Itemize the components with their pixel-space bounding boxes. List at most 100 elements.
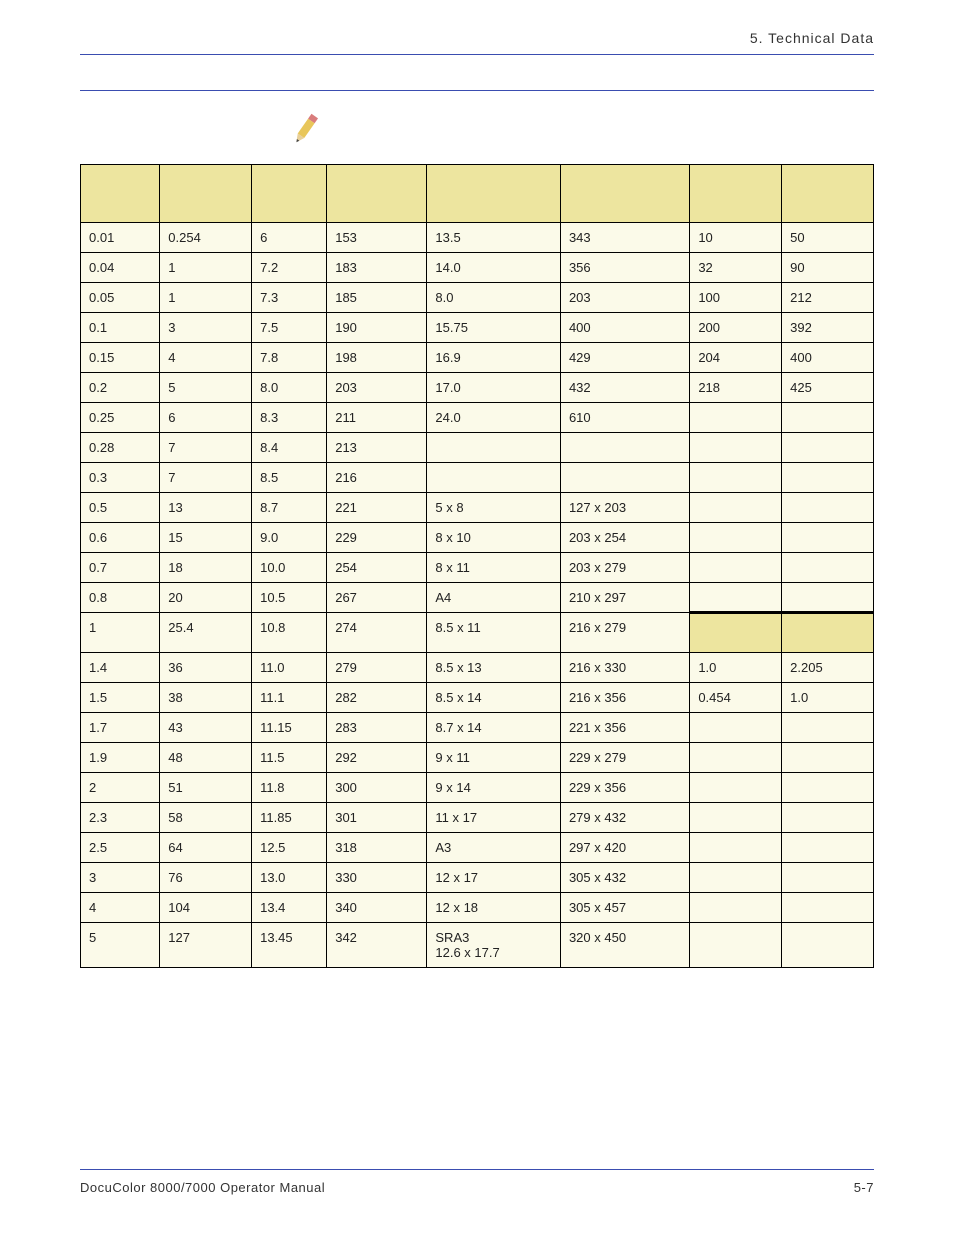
table-cell: [782, 923, 874, 968]
table-cell: 221 x 356: [560, 713, 689, 743]
manual-title: DocuColor 8000/7000 Operator Manual: [80, 1180, 325, 1195]
table-cell: 0.04: [81, 253, 160, 283]
table-cell: 2: [81, 773, 160, 803]
table-cell: 76: [160, 863, 252, 893]
page-footer: DocuColor 8000/7000 Operator Manual 5-7: [80, 1169, 874, 1195]
table-header-cell: [252, 165, 327, 223]
table-cell: 11.5: [252, 743, 327, 773]
table-cell: 279 x 432: [560, 803, 689, 833]
table-cell: 218: [690, 373, 782, 403]
table-cell: 204: [690, 343, 782, 373]
table-cell: 301: [327, 803, 427, 833]
table-cell: 211: [327, 403, 427, 433]
table-cell: 1.9: [81, 743, 160, 773]
table-cell: 342: [327, 923, 427, 968]
table-cell: [690, 803, 782, 833]
table-row: 0.5138.72215 x 8127 x 203: [81, 493, 874, 523]
table-row: 125.410.82748.5 x 11216 x 279: [81, 613, 874, 653]
table-cell: 1: [160, 253, 252, 283]
section-title: 5. Technical Data: [750, 30, 874, 46]
table-cell: 9 x 11: [427, 743, 561, 773]
table-cell: 15.75: [427, 313, 561, 343]
table-cell: 1: [81, 613, 160, 653]
table-cell: 48: [160, 743, 252, 773]
table-cell: 12 x 17: [427, 863, 561, 893]
table-cell: 279: [327, 653, 427, 683]
table-cell: [782, 403, 874, 433]
table-cell: [690, 773, 782, 803]
table-cell: [782, 613, 874, 653]
table-cell: 216 x 330: [560, 653, 689, 683]
table-row: 0.0417.218314.03563290: [81, 253, 874, 283]
table-cell: 0.25: [81, 403, 160, 433]
table-cell: 212: [782, 283, 874, 313]
table-cell: 610: [560, 403, 689, 433]
table-cell: 8.7: [252, 493, 327, 523]
table-cell: 5 x 8: [427, 493, 561, 523]
table-row: 0.71810.02548 x 11203 x 279: [81, 553, 874, 583]
table-cell: 24.0: [427, 403, 561, 433]
table-cell: SRA312.6 x 17.7: [427, 923, 561, 968]
table-header-cell: [560, 165, 689, 223]
conversion-table: 0.010.254615313.534310500.0417.218314.03…: [80, 164, 874, 968]
table-cell: [690, 433, 782, 463]
table-cell: 7.5: [252, 313, 327, 343]
table-cell: 11.85: [252, 803, 327, 833]
table-cell: [690, 493, 782, 523]
table-cell: 153: [327, 223, 427, 253]
table-cell: 254: [327, 553, 427, 583]
table-cell: 11.15: [252, 713, 327, 743]
table-cell: [690, 583, 782, 613]
page: 5. Technical Data: [0, 0, 954, 1235]
header-spacer: [80, 55, 874, 91]
table-cell: 51: [160, 773, 252, 803]
table-cell: 216: [327, 463, 427, 493]
table-cell: [690, 923, 782, 968]
table-row: 1.74311.152838.7 x 14221 x 356: [81, 713, 874, 743]
table-cell: 0.01: [81, 223, 160, 253]
table-cell: 10: [690, 223, 782, 253]
table-cell: 0.254: [160, 223, 252, 253]
table-cell: [782, 523, 874, 553]
table-row: 2.56412.5318A3297 x 420: [81, 833, 874, 863]
page-number: 5-7: [854, 1180, 874, 1195]
table-cell: 210 x 297: [560, 583, 689, 613]
table-cell: 432: [560, 373, 689, 403]
table-cell: 274: [327, 613, 427, 653]
table-cell: 8 x 10: [427, 523, 561, 553]
table-cell: 8.0: [427, 283, 561, 313]
table-header-cell: [327, 165, 427, 223]
table-row: 1.43611.02798.5 x 13216 x 3301.02.205: [81, 653, 874, 683]
table-cell: 9 x 14: [427, 773, 561, 803]
table-cell: 203: [560, 283, 689, 313]
table-cell: 292: [327, 743, 427, 773]
table-cell: [782, 803, 874, 833]
table-cell: 6: [160, 403, 252, 433]
table-cell: 283: [327, 713, 427, 743]
table-cell: [782, 833, 874, 863]
table-cell: 10.8: [252, 613, 327, 653]
table-cell: [427, 463, 561, 493]
table-cell: 0.05: [81, 283, 160, 313]
table-cell: 11.1: [252, 683, 327, 713]
table-cell: 1.7: [81, 713, 160, 743]
table-cell: 356: [560, 253, 689, 283]
table-cell: 0.3: [81, 463, 160, 493]
table-cell: [690, 863, 782, 893]
table-cell: 0.7: [81, 553, 160, 583]
table-row: 1.53811.12828.5 x 14216 x 3560.4541.0: [81, 683, 874, 713]
table-cell: 0.1: [81, 313, 160, 343]
table-cell: 13: [160, 493, 252, 523]
table-cell: 7.3: [252, 283, 327, 313]
table-cell: A4: [427, 583, 561, 613]
table-cell: [690, 463, 782, 493]
table-cell: 18: [160, 553, 252, 583]
table-cell: 1: [160, 283, 252, 313]
table-cell: 20: [160, 583, 252, 613]
table-cell: 12 x 18: [427, 893, 561, 923]
table-cell: 267: [327, 583, 427, 613]
table-cell: 0.6: [81, 523, 160, 553]
table-row: 0.2878.4213: [81, 433, 874, 463]
table-cell: [690, 523, 782, 553]
table-cell: 15: [160, 523, 252, 553]
